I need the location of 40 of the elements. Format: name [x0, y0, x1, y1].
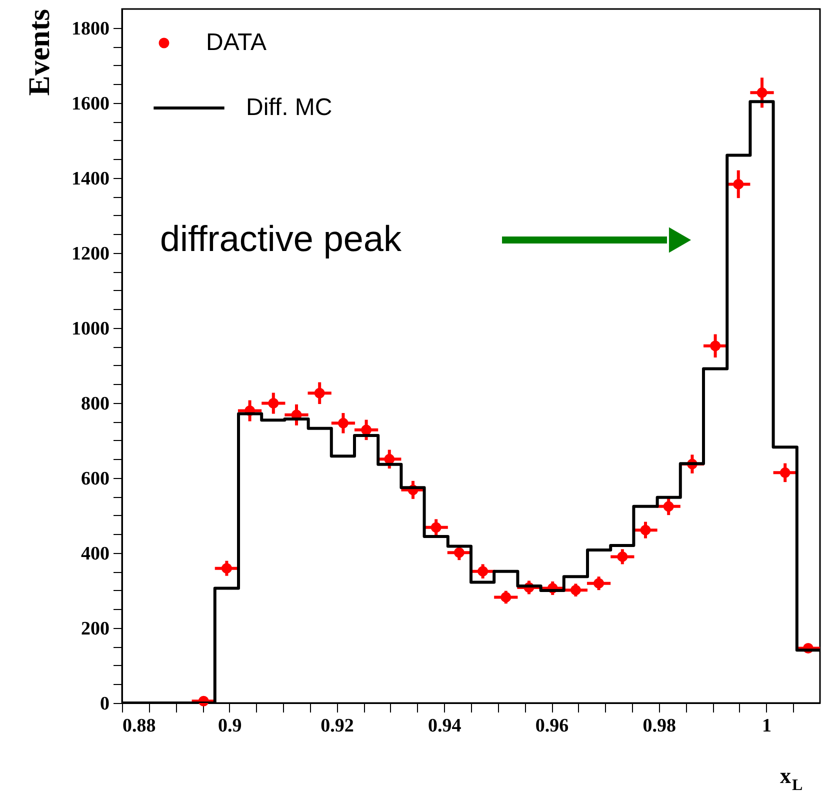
y-tick-label: 800: [81, 393, 110, 414]
x-tick-label: 0.92: [320, 716, 354, 736]
point: [570, 584, 581, 596]
point: [384, 454, 395, 464]
point: [338, 418, 348, 428]
y-tick-label: 0: [100, 694, 110, 714]
point: [663, 501, 674, 512]
y-tick-label: 1000: [72, 318, 110, 340]
y-tick-label: 400: [81, 543, 110, 564]
y-tick-label: 200: [81, 618, 110, 640]
point: [780, 467, 790, 478]
legend-label: Diff. MC: [246, 94, 332, 121]
point: [221, 563, 232, 574]
point: [268, 398, 279, 408]
x-tick-label: 0.88: [122, 716, 156, 736]
x-tick-label: 0.94: [428, 716, 462, 736]
point: [478, 566, 488, 577]
point: [361, 424, 372, 436]
y-tick-label: 1600: [72, 93, 110, 114]
point: [710, 340, 721, 352]
y-tick-label: 1400: [72, 168, 110, 190]
point: [314, 388, 325, 398]
x-tick-label: 0.98: [642, 716, 676, 736]
point: [594, 578, 604, 589]
y-tick-label: 600: [81, 468, 110, 490]
annotation: diffractive peak: [160, 218, 402, 259]
point: [640, 524, 651, 536]
x-tick-label: 0.9: [218, 716, 242, 736]
y-tick-label: 1200: [72, 243, 110, 264]
x-tick-label: 1: [762, 716, 772, 736]
point: [617, 551, 628, 562]
y-axis-title: Events: [23, 9, 56, 96]
legend-label: DATA: [206, 29, 266, 56]
point: [454, 547, 464, 558]
point: [500, 592, 512, 602]
x-tick-label: 0.96: [535, 716, 569, 736]
point: [733, 178, 744, 190]
point: [756, 87, 768, 98]
point: [430, 522, 442, 533]
y-tick-label: 1800: [72, 18, 110, 40]
